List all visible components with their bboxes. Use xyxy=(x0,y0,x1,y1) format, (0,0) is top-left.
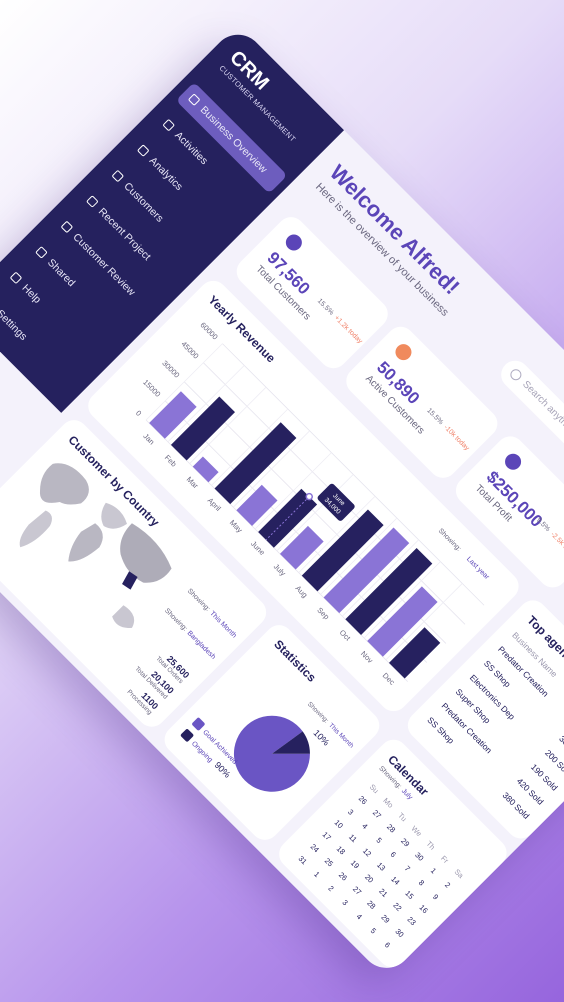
showing-label: Showing: xyxy=(306,701,330,725)
grid-line-vertical xyxy=(320,517,398,595)
pie-slice xyxy=(271,731,310,754)
x-tick-label: Dec xyxy=(381,671,397,687)
x-tick-label: May xyxy=(228,518,245,535)
map-region xyxy=(120,523,172,583)
x-tick-label: Oct xyxy=(338,628,353,643)
stat-icon xyxy=(501,450,525,474)
grid-line-vertical xyxy=(189,386,267,464)
stat-change: 15.5%-10k today xyxy=(425,407,470,452)
bar xyxy=(192,456,219,483)
x-tick-label: Nov xyxy=(359,649,375,665)
nav-icon xyxy=(35,246,48,259)
stat-icon xyxy=(282,231,306,254)
card-title: Statistics xyxy=(271,637,319,685)
x-tick-label: Aug xyxy=(294,584,310,600)
nav-icon xyxy=(111,169,125,183)
grid-line-vertical xyxy=(298,495,376,573)
grid-line-vertical xyxy=(385,583,463,661)
stat-change-today: -10k today xyxy=(442,424,471,453)
stat-change-today: +1.2k today xyxy=(332,314,364,346)
stat-change: 15.5%+1.2k today xyxy=(316,298,364,346)
grid-line-vertical xyxy=(233,430,310,508)
bar xyxy=(279,525,324,570)
bar xyxy=(388,627,441,679)
showing-label: Showing: xyxy=(437,527,462,552)
map-region xyxy=(112,605,135,629)
grid-line-vertical xyxy=(363,561,441,639)
map-region xyxy=(68,523,103,562)
grid-line-vertical xyxy=(342,539,419,617)
grid-line-vertical xyxy=(211,408,289,486)
tooltip-box xyxy=(317,483,355,521)
y-tick-label: 30000 xyxy=(160,359,181,380)
nav-icon xyxy=(136,144,150,157)
map-card: Customer by Country Showing:This Month Sho… xyxy=(0,414,272,733)
nav-icon xyxy=(9,271,23,285)
pie-label: 10% xyxy=(311,728,331,748)
y-tick-label: 0 xyxy=(134,409,143,418)
bar xyxy=(367,586,438,657)
world-map xyxy=(19,463,172,629)
stat-change-pct: 15.5% xyxy=(315,297,335,317)
agent-name: Predator Creation xyxy=(496,644,551,699)
statistics-card: Statistics Showing: This Month 90% 10% Goal A… xyxy=(158,619,386,846)
stat-change-pct: 9.5% xyxy=(534,516,552,534)
bar xyxy=(345,547,433,635)
nav-icon xyxy=(60,220,74,234)
showing-value[interactable]: Last year xyxy=(465,556,491,582)
y-tick-label: 45000 xyxy=(179,339,200,360)
bar xyxy=(170,396,235,461)
map-region xyxy=(40,463,89,505)
x-tick-label: Sep xyxy=(315,606,331,622)
stat-change-today: -2.5k today xyxy=(549,530,564,561)
grid-line-vertical xyxy=(276,474,354,552)
stat-change: 9.5%-2.5k today xyxy=(535,517,564,561)
revenue-card: Yearly Revenue Showing: Last year 0 15000 300… xyxy=(82,275,525,717)
agent-name: Predator Creation xyxy=(439,700,495,756)
x-tick-label: Feb xyxy=(163,453,179,469)
bar xyxy=(236,484,278,526)
bar xyxy=(214,422,297,505)
nav-icon xyxy=(85,195,99,208)
x-tick-label: April xyxy=(206,496,223,513)
x-tick-label: Jan xyxy=(141,432,156,447)
map-highlight xyxy=(122,571,138,590)
y-tick-label: 15000 xyxy=(141,378,162,399)
map-region xyxy=(19,510,52,548)
legend-swatch xyxy=(180,729,194,742)
dashboard: CRM CUSTOMER MANAGEMENT Business Overvie… xyxy=(0,24,564,979)
x-tick-label: July xyxy=(272,562,288,578)
nav-icon xyxy=(162,118,176,132)
bar xyxy=(301,509,384,592)
map-region xyxy=(101,502,127,529)
x-tick-label: Mar xyxy=(185,475,201,491)
bar xyxy=(149,391,197,439)
legend-label: Ongoing xyxy=(190,740,214,764)
stat-icon xyxy=(392,340,415,364)
grid-line-vertical xyxy=(167,365,245,443)
nav-icon xyxy=(187,93,201,107)
grid-line-vertical xyxy=(254,452,332,530)
stat-change-pct: 15.5% xyxy=(425,407,445,427)
pie-slice xyxy=(233,715,310,792)
x-tick-label: June xyxy=(249,539,267,557)
y-tick-label: 60000 xyxy=(199,320,220,341)
showing-value[interactable]: This Month xyxy=(327,722,355,750)
grid-line-vertical xyxy=(145,343,223,421)
bar xyxy=(323,527,410,614)
tooltip-dot xyxy=(305,492,314,501)
legend-swatch xyxy=(192,717,205,731)
